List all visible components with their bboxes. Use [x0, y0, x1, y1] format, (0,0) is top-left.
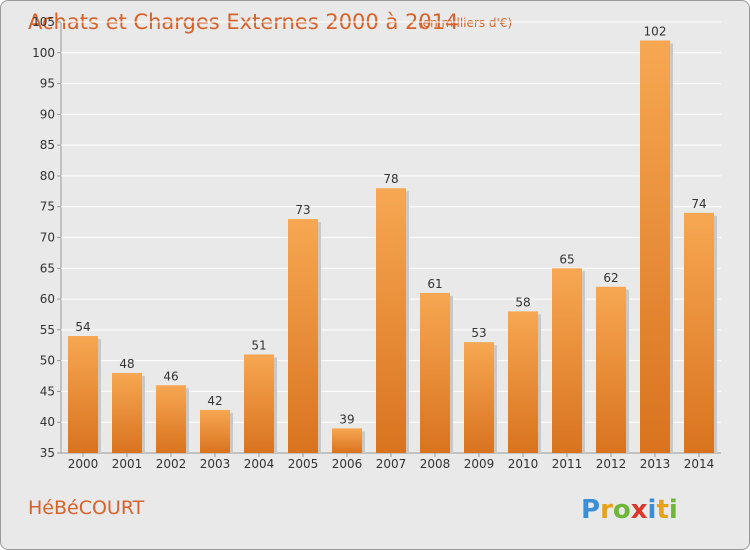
y-tick-label: 105 — [32, 15, 55, 29]
bar-2010 — [508, 311, 538, 453]
bar-value-label: 39 — [339, 412, 354, 426]
x-tick-label: 2001 — [112, 457, 143, 471]
bar-2002 — [156, 385, 186, 453]
x-tick-label: 2006 — [332, 457, 363, 471]
bar-2003 — [200, 409, 230, 453]
bar-2013 — [640, 40, 670, 453]
bar-2009 — [464, 342, 494, 453]
y-tick-label: 50 — [40, 354, 55, 368]
brand-letter: r — [600, 495, 613, 525]
bar-value-label: 51 — [251, 338, 266, 352]
y-tick-label: 35 — [40, 446, 55, 460]
bar-2004 — [244, 354, 274, 453]
bar-value-label: 78 — [383, 172, 398, 186]
bar-value-label: 42 — [207, 394, 222, 408]
bars: 54 48 46 42 51 73 39 78 61 53 58 65 62 102 74 — [68, 24, 717, 453]
y-tick-label: 65 — [40, 261, 55, 275]
x-tick-label: 2013 — [640, 457, 671, 471]
x-tick-label: 2004 — [244, 457, 275, 471]
bar-2007 — [376, 188, 406, 453]
x-tick-label: 2005 — [288, 457, 319, 471]
bar-value-label: 58 — [515, 295, 530, 309]
x-tick-label: 2012 — [596, 457, 627, 471]
y-tick-label: 85 — [40, 138, 55, 152]
y-tick-label: 60 — [40, 292, 55, 306]
y-tick-labels: 35 40 45 50 55 60 65 70 75 80 85 90 95 100 105 — [32, 15, 61, 460]
bar-value-label: 46 — [163, 369, 178, 383]
y-tick-label: 45 — [40, 384, 55, 398]
y-tick-label: 75 — [40, 200, 55, 214]
bar-value-label: 54 — [75, 320, 90, 334]
y-tick-label: 70 — [40, 231, 55, 245]
bar-value-label: 62 — [603, 271, 618, 285]
bar-2011 — [552, 268, 582, 453]
x-tick-label: 2002 — [156, 457, 187, 471]
brand-letter: t — [656, 495, 668, 525]
bar-2001 — [112, 372, 142, 453]
bar-value-label: 53 — [471, 326, 486, 340]
commune-name: HéBéCOURT — [28, 497, 145, 519]
y-tick-label: 40 — [40, 415, 55, 429]
brand-letter: i — [669, 495, 678, 525]
y-tick-label: 80 — [40, 169, 55, 183]
bar-2014 — [684, 212, 714, 453]
y-tick-label: 100 — [32, 46, 55, 60]
bar-2000 — [68, 336, 98, 453]
chart-unit: (en milliers d'€) — [418, 16, 512, 30]
x-tick-label: 2011 — [552, 457, 583, 471]
y-tick-label: 55 — [40, 323, 55, 337]
x-tick-label: 2010 — [508, 457, 539, 471]
brand-letter: P — [581, 495, 600, 525]
bar-2012 — [596, 286, 626, 453]
bar-value-label: 61 — [427, 277, 442, 291]
x-tick-label: 2014 — [684, 457, 715, 471]
bar-value-label: 48 — [119, 357, 134, 371]
brand-letter: i — [648, 495, 657, 525]
x-tick-labels: 2000 2001 2002 2003 2004 2005 2006 2007 2008 2009… — [68, 453, 715, 471]
bar-value-label: 102 — [644, 24, 667, 38]
brand-letter: x — [631, 495, 648, 525]
bar-value-label: 65 — [559, 252, 574, 266]
x-tick-label: 2007 — [376, 457, 407, 471]
bar-2008 — [420, 292, 450, 453]
bar-value-label: 74 — [691, 197, 706, 211]
x-tick-label: 2000 — [68, 457, 99, 471]
x-tick-label: 2008 — [420, 457, 451, 471]
bar-2006 — [332, 428, 362, 453]
brand-letter: o — [613, 495, 631, 525]
bar-2005 — [288, 219, 318, 453]
bar-value-label: 73 — [295, 203, 310, 217]
x-tick-label: 2009 — [464, 457, 495, 471]
y-tick-label: 90 — [40, 107, 55, 121]
proxiti-logo: Proxiti — [581, 495, 678, 525]
y-tick-label: 95 — [40, 77, 55, 91]
x-tick-label: 2003 — [200, 457, 231, 471]
